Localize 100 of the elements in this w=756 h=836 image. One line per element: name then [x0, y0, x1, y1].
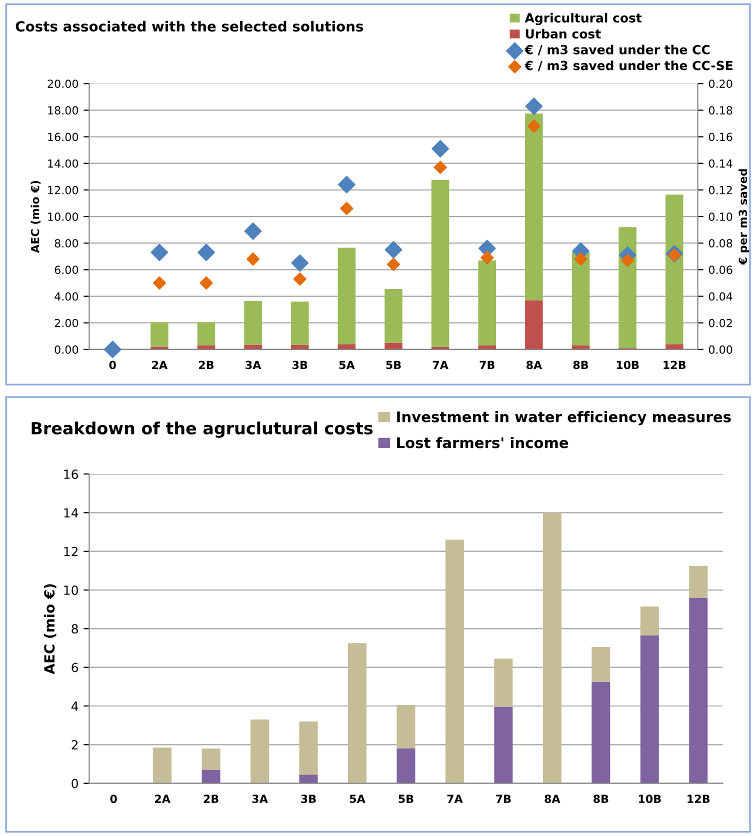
x-tick-label: 3A — [252, 794, 268, 804]
point — [104, 340, 122, 358]
legend-label: € / m3 saved under the CC — [524, 44, 710, 56]
bar — [640, 606, 659, 636]
x-tick-label: 5A — [339, 360, 355, 370]
point — [291, 254, 309, 272]
point — [527, 120, 541, 133]
bar — [396, 705, 416, 749]
y-tick-label: 2 — [72, 740, 78, 750]
y2-tick-label: 0.14 — [708, 159, 732, 168]
point — [198, 244, 215, 262]
point — [525, 98, 543, 115]
y-axis-title: AEC (mio €) — [44, 584, 56, 674]
bar — [572, 252, 590, 346]
x-tick-label: 7A — [447, 794, 463, 803]
y-tick-label: 8.00 — [54, 239, 78, 248]
x-tick-label: 2B — [199, 360, 214, 369]
point — [152, 276, 166, 290]
bar — [431, 180, 450, 347]
y2-tick-label: 0.20 — [708, 80, 732, 88]
x-tick-label: 3A — [246, 360, 262, 370]
y-tick-label: 18.00 — [48, 106, 78, 115]
bar — [202, 748, 220, 770]
bar — [665, 194, 684, 344]
y-tick-label: 12 — [64, 546, 78, 556]
bar — [640, 635, 659, 784]
bar — [150, 322, 168, 347]
bar — [525, 300, 543, 350]
point — [338, 176, 356, 194]
point — [293, 272, 306, 286]
bar — [202, 770, 220, 784]
legend-label: € / m3 saved under the CC-SE — [524, 60, 732, 72]
point — [386, 258, 400, 271]
x-tick-label: 10B — [638, 794, 661, 804]
legend-label: Investment in water efficiency measures — [397, 411, 731, 426]
x-tick-label: 5B — [386, 360, 401, 370]
point — [246, 252, 260, 266]
bar — [338, 344, 356, 350]
x-tick-label: 2A — [152, 360, 168, 369]
bar — [542, 512, 562, 784]
bar — [197, 322, 216, 346]
y2-tick-label: 0.10 — [708, 212, 732, 221]
y2-tick-label: 0.16 — [708, 132, 732, 142]
y2-tick-label: 0.18 — [708, 106, 732, 115]
y-tick-label: 10 — [64, 585, 78, 595]
chart-title: Costs associated with the selected solutions — [16, 20, 364, 32]
y2-tick-label: 0.08 — [708, 239, 732, 248]
bar — [384, 288, 402, 343]
bar — [494, 706, 513, 784]
bar — [592, 647, 610, 682]
bar — [665, 344, 684, 350]
x-tick-label: 2A — [155, 794, 170, 803]
y2-tick-label: 0.06 — [708, 266, 732, 274]
x-tick-label: 7B — [480, 360, 494, 369]
x-tick-label: 8B — [593, 794, 608, 804]
y2-tick-label: 0.00 — [708, 345, 732, 354]
point — [574, 252, 588, 266]
point — [434, 160, 447, 174]
bar — [384, 342, 402, 350]
point — [480, 251, 494, 264]
bar — [396, 748, 416, 784]
bar — [525, 114, 543, 300]
legend-label: Agricultural cost — [524, 12, 642, 26]
y-tick-label: 14 — [64, 508, 78, 518]
y-tick-label: 10.00 — [48, 212, 78, 221]
bar — [592, 682, 610, 784]
y-tick-label: 12.00 — [48, 186, 78, 194]
x-tick-label: 10B — [616, 360, 639, 370]
bar — [689, 566, 708, 598]
x-tick-label: 8A — [544, 794, 560, 804]
bar — [153, 748, 172, 784]
bar — [299, 721, 318, 775]
legend-label: Lost farmers' income — [397, 436, 568, 448]
bar — [244, 300, 262, 345]
point — [432, 140, 449, 158]
y-tick-label: 4.00 — [54, 292, 78, 301]
y-tick-label: 6.00 — [54, 266, 78, 274]
y2-tick-label: 0.04 — [708, 292, 732, 301]
y-tick-label: 2.00 — [54, 318, 78, 328]
bar — [250, 720, 270, 784]
x-tick-label: 7B — [496, 794, 511, 803]
bar — [494, 658, 513, 707]
x-tick-label: 5B — [398, 794, 414, 804]
y-tick-label: 0 — [72, 778, 78, 788]
bar — [338, 248, 356, 344]
y-tick-label: 20.00 — [48, 80, 78, 88]
point — [150, 244, 168, 262]
y-tick-label: 16 — [64, 469, 78, 479]
y2-tick-label: 0.02 — [708, 318, 732, 328]
bar — [689, 598, 708, 784]
x-tick-label: 8B — [573, 360, 588, 370]
point — [620, 254, 634, 267]
y-tick-label: 16.00 — [48, 132, 78, 142]
y-axis-title: AEC (mio €) — [30, 180, 41, 253]
chart-title: Breakdown of the agruclutural costs — [32, 422, 373, 438]
x-tick-label: 8A — [526, 360, 542, 370]
x-tick-label: 12B — [664, 360, 686, 369]
x-tick-label: 2B — [204, 794, 218, 803]
x-tick-label: 3B — [301, 794, 316, 804]
x-tick-label: 0 — [109, 360, 116, 370]
